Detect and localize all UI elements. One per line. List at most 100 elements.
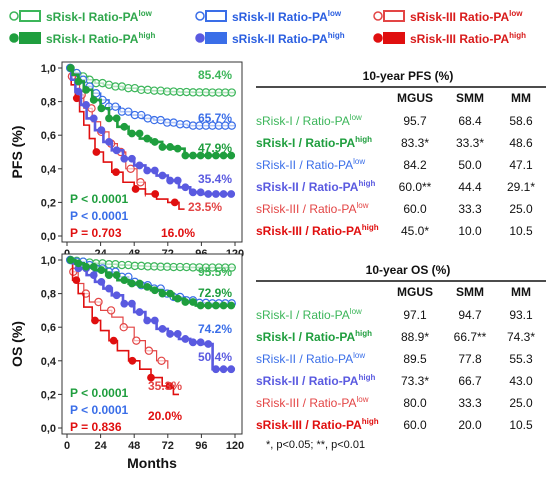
series-point-s1_high [181,298,190,306]
cell-value: 10.0 [458,224,482,238]
series-point-s1_high [227,301,236,310]
legend-swatch [205,10,227,22]
series-point-s1_high [105,114,113,123]
series-point-s3_low [119,323,128,332]
series-point-s1_high [204,151,213,160]
legend-swatch [383,10,405,22]
p-value-green: P < 0.0001 [70,192,128,206]
series-point-s1_low [227,263,236,272]
cell-value: 60.0 [403,418,427,432]
series-point-s1_high [227,151,236,160]
annotation-s1_low: 95.5% [198,265,232,279]
pfs-table: 10-year PFS (%) MGUS SMM MM sRisk-I / Ratio-… [256,69,546,238]
series-point-s2_high [105,138,113,146]
pfs-chart: 0,00,20,40,60,81,0024487296120PFS (%)85.… [9,61,244,260]
series-point-s2_high [135,308,144,316]
legend-circle-icon [9,11,19,21]
row-label: sRisk-II / Ratio-PAlow [256,157,365,172]
series-point-s3_high [147,373,155,382]
series-point-s2_high [97,277,106,286]
series-point-s2_high [173,176,182,185]
series-point-s1_high [212,151,220,160]
y-tick-label: 0,0 [41,231,56,243]
series-point-s1_high [112,114,121,123]
series-point-s1_high [135,279,144,288]
series-point-s3_high [170,198,179,207]
charts: 0,0 0,2 0,4 0,6 0,8 1,0 0 24 48 72 96 120 PFS (%) 85.… [9,61,244,471]
cell-value: 73.3* [401,374,429,388]
series-point-s1_high [196,301,205,310]
cell-value: 58.6 [509,114,533,128]
series-point-s1_high [112,271,121,280]
column-header: SMM [456,91,484,105]
series-point-s1_high [189,151,197,160]
table-footnote: *, p<0.05; **, p<0.01 [266,439,365,451]
legend-label: sRisk-II Ratio-PAlow [232,9,342,24]
cell-value: 48.6 [509,136,533,150]
cell-value: 83.3* [401,136,429,150]
row-label: sRisk-I / Ratio-PAlow [256,307,362,322]
series-point-s2_high [143,316,152,325]
series-point-s2_high [196,188,205,197]
series-point-s3_low [132,336,141,345]
series-point-s3_high [131,185,140,193]
annotation-s3_low: 35.3% [148,379,182,393]
series-point-s3_low [157,356,166,365]
cell-value: 10.5 [509,224,533,238]
series-point-s1_high [219,301,228,310]
plot-frame [61,253,243,435]
series-point-s2_high [82,101,90,109]
series-point-s2_high [158,171,167,180]
series-point-s1_high [173,294,182,303]
series-point-s2_high [120,299,129,308]
y-tick-label: 0,8 [41,97,56,109]
row-label: sRisk-III / Ratio-PAhigh [256,417,379,432]
series-point-s3_high [92,148,101,156]
p-value-red: P = 0.836 [70,420,122,434]
row-label: sRisk-III / Ratio-PAlow [256,395,369,410]
series-point-s1_high [143,282,152,291]
series-point-s2_low [124,107,133,116]
series-point-s2_high [166,176,174,185]
table-title: 10-year PFS (%) [363,69,454,83]
y-tick-label: 0,2 [41,389,56,401]
y-tick-label: 1,0 [41,255,56,267]
legend-item-s1-high: sRisk-I Ratio-PAhigh [9,31,155,46]
row-label: sRisk-I / Ratio-PAlow [256,113,362,128]
x-tick-label: 48 [128,440,140,452]
series-point-s1_high [82,262,90,271]
series-line-s1_high [67,66,235,157]
cell-value: 44.4 [458,180,482,194]
table-title: 10-year OS (%) [366,263,451,277]
legend-item-s3-low: sRisk-III Ratio-PAlow [373,9,523,24]
cell-value: 33.3* [456,136,484,150]
column-header: MM [511,91,531,105]
cell-value: 66.7** [454,330,487,344]
series-point-s2_high [120,154,129,163]
series-point-s1_low [227,88,236,97]
p-value-red: P = 0.703 [70,226,122,240]
series-point-s2_high [89,114,98,123]
cell-value: 93.1 [509,308,533,322]
legend-label: sRisk-I Ratio-PAhigh [46,31,155,46]
legend-label: sRisk-I Ratio-PAlow [46,9,153,24]
y-tick-label: 0,4 [41,356,57,368]
series-point-s2_high [150,166,159,175]
series-point-s2_high [204,190,213,198]
annotation-s2_low: 65.7% [198,111,232,125]
cell-value: 60.0** [399,180,432,194]
column-header: MM [511,285,531,299]
os-chart: 0,0 0,2 0,4 0,6 0,8 1,0 0 24 48 72 96 120 OS (%) Mont… [9,253,244,471]
series-point-s2_high [227,190,236,198]
legend-label: sRisk-III Ratio-PAlow [410,9,523,24]
series-point-s1_high [150,286,159,295]
column-header: MGUS [397,91,433,105]
cell-value: 33.3 [458,202,482,216]
cell-value: 95.7 [403,114,427,128]
legend-circle-icon [9,33,19,43]
series-point-s3_low [94,297,103,307]
series-point-s2_high [128,299,136,308]
x-axis-label: Months [127,455,177,471]
cell-value: 45.0* [401,224,429,238]
